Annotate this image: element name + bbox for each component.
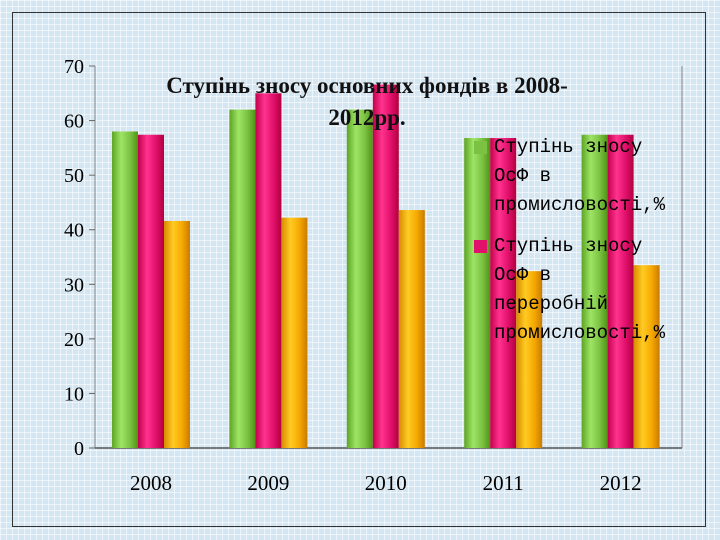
chart-title: Ступінь зносу основних фондів в 2008- 20… [166,73,568,130]
bar-series-1-2011 [464,138,491,448]
x-tick-label: 2012 [600,471,642,495]
y-tick-label: 40 [64,220,84,242]
y-tick-label: 10 [64,383,84,405]
y-tick-label: 0 [74,438,84,460]
bar-series-3-2009 [281,217,308,448]
legend-label-2-line-2: ОсФ в [494,264,551,286]
bar-series-1-2010 [346,109,373,449]
y-tick-label: 60 [64,111,84,133]
y-tick-label: 20 [64,329,84,351]
bar-series-3-2010 [398,210,425,448]
legend-label-1-line-1: Ступінь зносу [494,136,642,158]
bar-series-2-2011 [490,138,517,448]
x-tick-label: 2011 [483,471,524,495]
y-tick-labels: 0 10 20 30 40 50 60 70 [64,56,95,460]
bar-series-1-2009 [229,109,256,449]
chart-title-line-2: 2012рр. [328,105,405,130]
bar-series-3-2011 [516,271,543,448]
legend-label-1-line-3: промисловості,% [494,194,666,216]
bar-series-2-2009 [255,93,282,449]
x-tick-label: 2009 [247,471,289,495]
legend-swatch-1 [474,141,487,154]
legend-label-2-line-4: промисловості,% [494,322,666,344]
y-tick-label: 50 [64,165,84,187]
bar-series-2-2012 [607,134,634,448]
legend-label-2-line-1: Ступінь зносу [494,235,642,257]
x-tick-label: 2008 [130,471,172,495]
y-tick-label: 30 [64,274,84,296]
bar-series-1-2012 [581,134,608,448]
bar-series-2-2010 [372,84,399,448]
bar-series-1-2008 [112,131,138,448]
y-tick-label: 70 [64,56,84,78]
bar-series-2-2008 [138,134,164,448]
legend: Ступінь зносу ОсФ в промисловості,% Ступінь… [474,136,666,344]
bars [112,84,660,449]
chart-title-line-1: Ступінь зносу основних фондів в 2008- [166,73,568,98]
bar-series-3-2012 [633,265,660,448]
legend-label-1-line-2: ОсФ в [494,165,551,187]
legend-label-2-line-3: переробній [494,293,608,315]
bar-series-3-2008 [164,220,190,448]
x-tick-label: 2010 [365,471,407,495]
legend-swatch-2 [474,240,487,253]
slide-frame [12,12,706,527]
x-tick-labels: 2008 2009 2010 2011 2012 [130,471,642,495]
